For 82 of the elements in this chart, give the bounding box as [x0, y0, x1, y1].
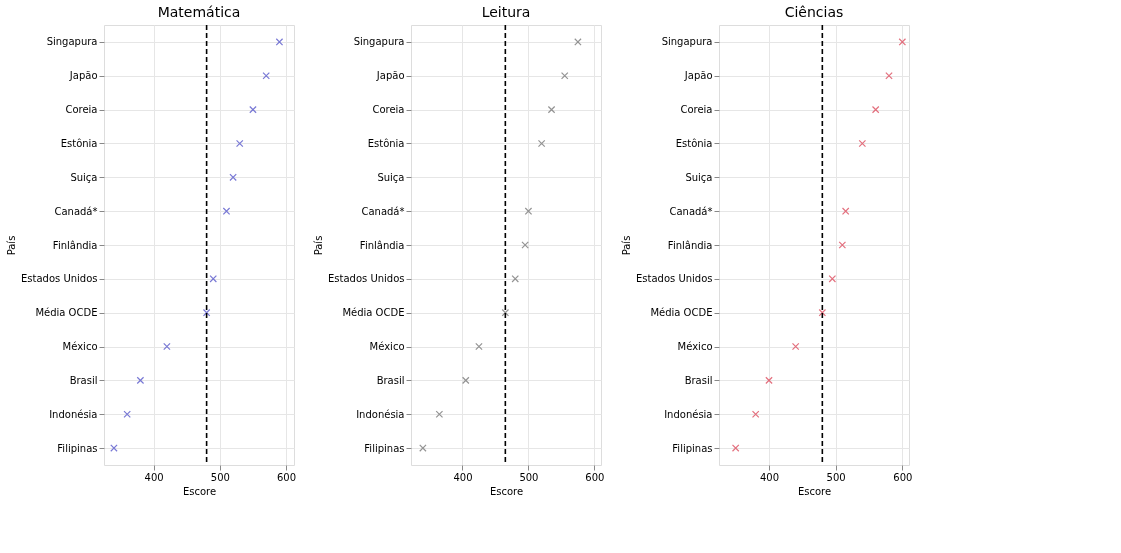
y-tick-label: Estônia — [675, 137, 713, 149]
point — [838, 241, 847, 249]
y-tick-label: Canadá* — [54, 205, 98, 217]
point — [751, 410, 760, 418]
y-tick-label: Filipinas — [364, 442, 405, 454]
y-tick-label: Coreia — [680, 104, 713, 116]
point — [222, 207, 231, 215]
point — [249, 105, 257, 114]
point — [537, 139, 546, 148]
point — [475, 342, 483, 351]
y-tick-label: Japão — [683, 70, 713, 82]
x-tick-label: 500 — [519, 471, 539, 483]
point — [841, 207, 850, 215]
x-tick-label: 400 — [453, 471, 473, 483]
y-tick-label: Indonésia — [664, 408, 713, 420]
y-tick-label: Singapura — [353, 36, 405, 48]
x-axis-title: Escore — [182, 485, 217, 497]
y-tick-label: Brasil — [684, 374, 713, 386]
y-tick-label: Média OCDE — [650, 307, 713, 319]
y-tick-label: Indonésia — [49, 408, 98, 420]
y-tick-label: Estônia — [367, 137, 405, 149]
y-tick-label: Filipinas — [672, 442, 713, 454]
chart-title: Leitura — [481, 4, 531, 21]
point — [235, 139, 244, 148]
point — [547, 105, 556, 114]
y-tick-label: Finlândia — [52, 239, 98, 251]
y-tick-label: Singapura — [46, 36, 98, 48]
y-axis-title: País — [312, 235, 324, 256]
y-tick-label: Estados Unidos — [20, 273, 98, 285]
y-tick-label: Brasil — [376, 374, 405, 386]
point — [163, 342, 171, 351]
x-tick-label: 400 — [144, 471, 164, 483]
point — [871, 105, 880, 114]
x-tick-label: 600 — [893, 471, 913, 483]
y-tick-label: México — [369, 341, 405, 353]
y-tick-label: Suiça — [70, 171, 98, 183]
point — [521, 241, 529, 249]
point — [898, 38, 907, 46]
y-tick-label: Japão — [68, 70, 98, 82]
y-tick-label: Finlândia — [359, 239, 405, 251]
y-tick-label: Coreia — [372, 104, 405, 116]
y-tick-label: Brasil — [69, 374, 98, 386]
x-axis-title: Escore — [797, 485, 832, 497]
y-tick-label: Canadá* — [361, 205, 405, 217]
point — [275, 38, 284, 46]
y-axis-title: País — [620, 235, 632, 256]
point — [524, 207, 533, 215]
y-tick-label: México — [677, 341, 713, 353]
y-tick-label: Indonésia — [356, 408, 405, 420]
y-tick-label: Suiça — [685, 171, 713, 183]
y-tick-label: Singapura — [661, 36, 713, 48]
y-tick-label: Média OCDE — [342, 307, 405, 319]
y-tick-label: Coreia — [65, 104, 98, 116]
y-axis-title: País — [5, 235, 17, 256]
x-tick-label: 500 — [210, 471, 230, 483]
point — [731, 444, 740, 452]
point — [765, 376, 773, 385]
x-tick-label: 600 — [277, 471, 297, 483]
y-tick-label: Filipinas — [57, 442, 98, 454]
y-tick-label: Suiça — [377, 171, 405, 183]
point — [461, 376, 470, 385]
y-tick-label: Estônia — [60, 137, 98, 149]
point — [791, 342, 800, 351]
y-tick-label: Canadá* — [669, 205, 713, 217]
x-tick-label: 400 — [759, 471, 780, 483]
y-tick-label: Estados Unidos — [635, 273, 713, 285]
point — [828, 275, 837, 283]
chart-title: Ciências — [784, 4, 844, 21]
x-tick-label: 500 — [826, 471, 846, 483]
y-tick-label: México — [62, 341, 98, 353]
x-tick-label: 600 — [585, 471, 605, 483]
point — [858, 139, 867, 148]
point — [435, 410, 444, 418]
point — [136, 376, 145, 385]
y-tick-label: Média OCDE — [35, 307, 98, 319]
y-tick-label: Estados Unidos — [327, 273, 405, 285]
y-tick-label: Japão — [375, 70, 405, 82]
x-axis-title: Escore — [489, 485, 524, 497]
point — [229, 173, 237, 182]
y-tick-label: Finlândia — [667, 239, 713, 251]
point — [885, 72, 893, 80]
chart-title: Matemática — [157, 4, 241, 21]
